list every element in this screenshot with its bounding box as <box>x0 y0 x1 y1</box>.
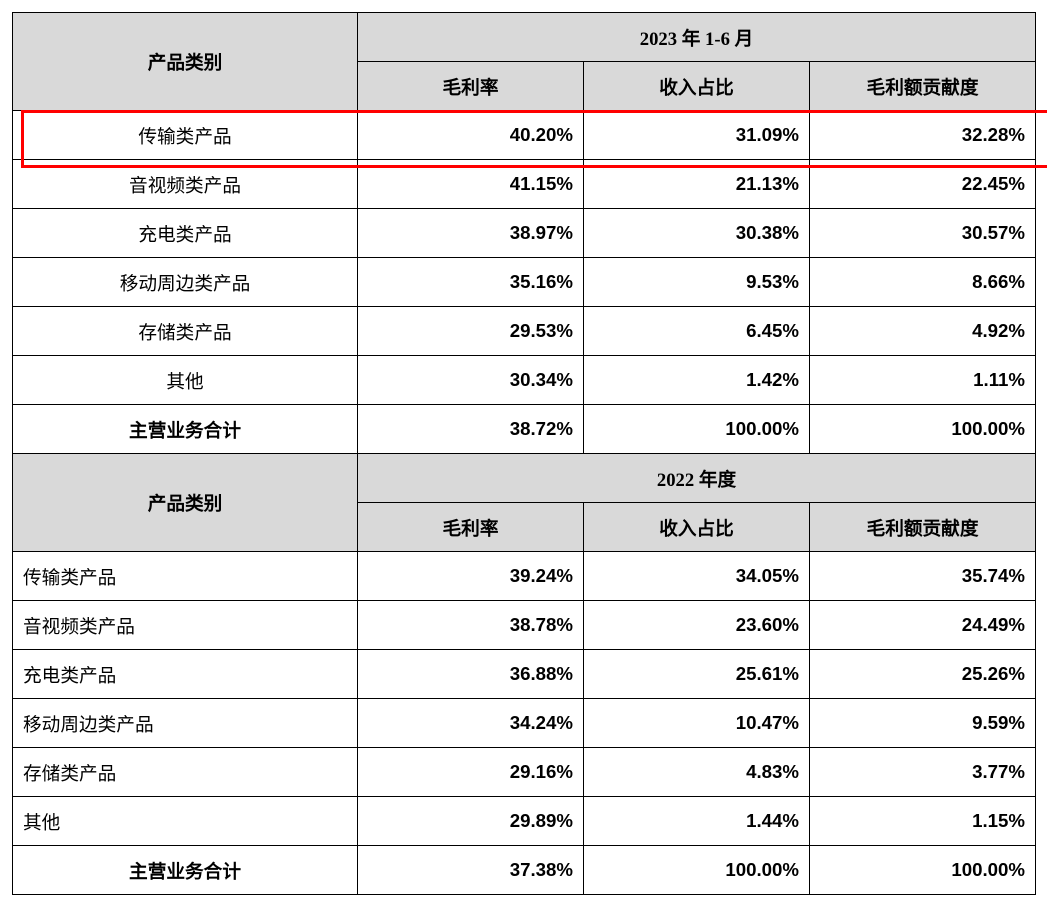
category-cell: 其他 <box>13 356 358 405</box>
table-row: 移动周边类产品 34.24% 10.47% 9.59% <box>13 699 1036 748</box>
metric-header: 毛利率 <box>358 62 584 111</box>
data-cell: 1.42% <box>584 356 810 405</box>
data-cell: 34.05% <box>584 552 810 601</box>
data-cell: 30.38% <box>584 209 810 258</box>
category-cell: 音视频类产品 <box>13 160 358 209</box>
data-cell: 4.92% <box>810 307 1036 356</box>
data-cell: 35.74% <box>810 552 1036 601</box>
table-row: 其他 30.34% 1.42% 1.11% <box>13 356 1036 405</box>
section-header-row: 产品类别 2023 年 1-6 月 <box>13 13 1036 62</box>
data-cell: 9.53% <box>584 258 810 307</box>
data-cell: 32.28% <box>810 111 1036 160</box>
table-row: 存储类产品 29.53% 6.45% 4.92% <box>13 307 1036 356</box>
total-cell: 100.00% <box>810 405 1036 454</box>
category-cell: 其他 <box>13 797 358 846</box>
period-header: 2023 年 1-6 月 <box>358 13 1036 62</box>
metric-header: 收入占比 <box>584 503 810 552</box>
data-cell: 3.77% <box>810 748 1036 797</box>
data-cell: 30.34% <box>358 356 584 405</box>
category-cell: 移动周边类产品 <box>13 699 358 748</box>
category-cell: 充电类产品 <box>13 209 358 258</box>
data-cell: 9.59% <box>810 699 1036 748</box>
table-row: 传输类产品 40.20% 31.09% 32.28% <box>13 111 1036 160</box>
category-header: 产品类别 <box>13 13 358 111</box>
total-row: 主营业务合计 37.38% 100.00% 100.00% <box>13 846 1036 895</box>
period-header: 2022 年度 <box>358 454 1036 503</box>
data-cell: 34.24% <box>358 699 584 748</box>
metric-header: 毛利额贡献度 <box>810 503 1036 552</box>
data-cell: 39.24% <box>358 552 584 601</box>
total-cell: 37.38% <box>358 846 584 895</box>
metric-header: 毛利率 <box>358 503 584 552</box>
data-cell: 29.53% <box>358 307 584 356</box>
total-label: 主营业务合计 <box>13 405 358 454</box>
total-cell: 100.00% <box>810 846 1036 895</box>
data-cell: 29.89% <box>358 797 584 846</box>
data-cell: 1.15% <box>810 797 1036 846</box>
table-row: 传输类产品 39.24% 34.05% 35.74% <box>13 552 1036 601</box>
category-cell: 传输类产品 <box>13 552 358 601</box>
table-wrapper: 产品类别 2023 年 1-6 月 毛利率 收入占比 毛利额贡献度 传输类产品 … <box>12 12 1035 895</box>
category-cell: 移动周边类产品 <box>13 258 358 307</box>
data-cell: 36.88% <box>358 650 584 699</box>
table-row: 其他 29.89% 1.44% 1.15% <box>13 797 1036 846</box>
table-row: 音视频类产品 41.15% 21.13% 22.45% <box>13 160 1036 209</box>
category-cell: 充电类产品 <box>13 650 358 699</box>
metric-header: 收入占比 <box>584 62 810 111</box>
total-cell: 100.00% <box>584 405 810 454</box>
data-cell: 4.83% <box>584 748 810 797</box>
table-row: 充电类产品 36.88% 25.61% 25.26% <box>13 650 1036 699</box>
data-cell: 1.11% <box>810 356 1036 405</box>
total-cell: 100.00% <box>584 846 810 895</box>
data-cell: 38.97% <box>358 209 584 258</box>
category-cell: 存储类产品 <box>13 748 358 797</box>
category-header: 产品类别 <box>13 454 358 552</box>
data-cell: 31.09% <box>584 111 810 160</box>
data-cell: 1.44% <box>584 797 810 846</box>
table-row: 充电类产品 38.97% 30.38% 30.57% <box>13 209 1036 258</box>
total-row: 主营业务合计 38.72% 100.00% 100.00% <box>13 405 1036 454</box>
data-cell: 8.66% <box>810 258 1036 307</box>
table-row: 音视频类产品 38.78% 23.60% 24.49% <box>13 601 1036 650</box>
data-cell: 10.47% <box>584 699 810 748</box>
total-cell: 38.72% <box>358 405 584 454</box>
financial-table: 产品类别 2023 年 1-6 月 毛利率 收入占比 毛利额贡献度 传输类产品 … <box>12 12 1036 895</box>
data-cell: 41.15% <box>358 160 584 209</box>
section-header-row: 产品类别 2022 年度 <box>13 454 1036 503</box>
data-cell: 22.45% <box>810 160 1036 209</box>
category-cell: 存储类产品 <box>13 307 358 356</box>
data-cell: 6.45% <box>584 307 810 356</box>
data-cell: 38.78% <box>358 601 584 650</box>
table-row: 存储类产品 29.16% 4.83% 3.77% <box>13 748 1036 797</box>
category-cell: 传输类产品 <box>13 111 358 160</box>
table-row: 移动周边类产品 35.16% 9.53% 8.66% <box>13 258 1036 307</box>
data-cell: 24.49% <box>810 601 1036 650</box>
metric-header: 毛利额贡献度 <box>810 62 1036 111</box>
data-cell: 25.26% <box>810 650 1036 699</box>
data-cell: 29.16% <box>358 748 584 797</box>
data-cell: 40.20% <box>358 111 584 160</box>
data-cell: 30.57% <box>810 209 1036 258</box>
data-cell: 21.13% <box>584 160 810 209</box>
data-cell: 25.61% <box>584 650 810 699</box>
category-cell: 音视频类产品 <box>13 601 358 650</box>
data-cell: 23.60% <box>584 601 810 650</box>
data-cell: 35.16% <box>358 258 584 307</box>
total-label: 主营业务合计 <box>13 846 358 895</box>
